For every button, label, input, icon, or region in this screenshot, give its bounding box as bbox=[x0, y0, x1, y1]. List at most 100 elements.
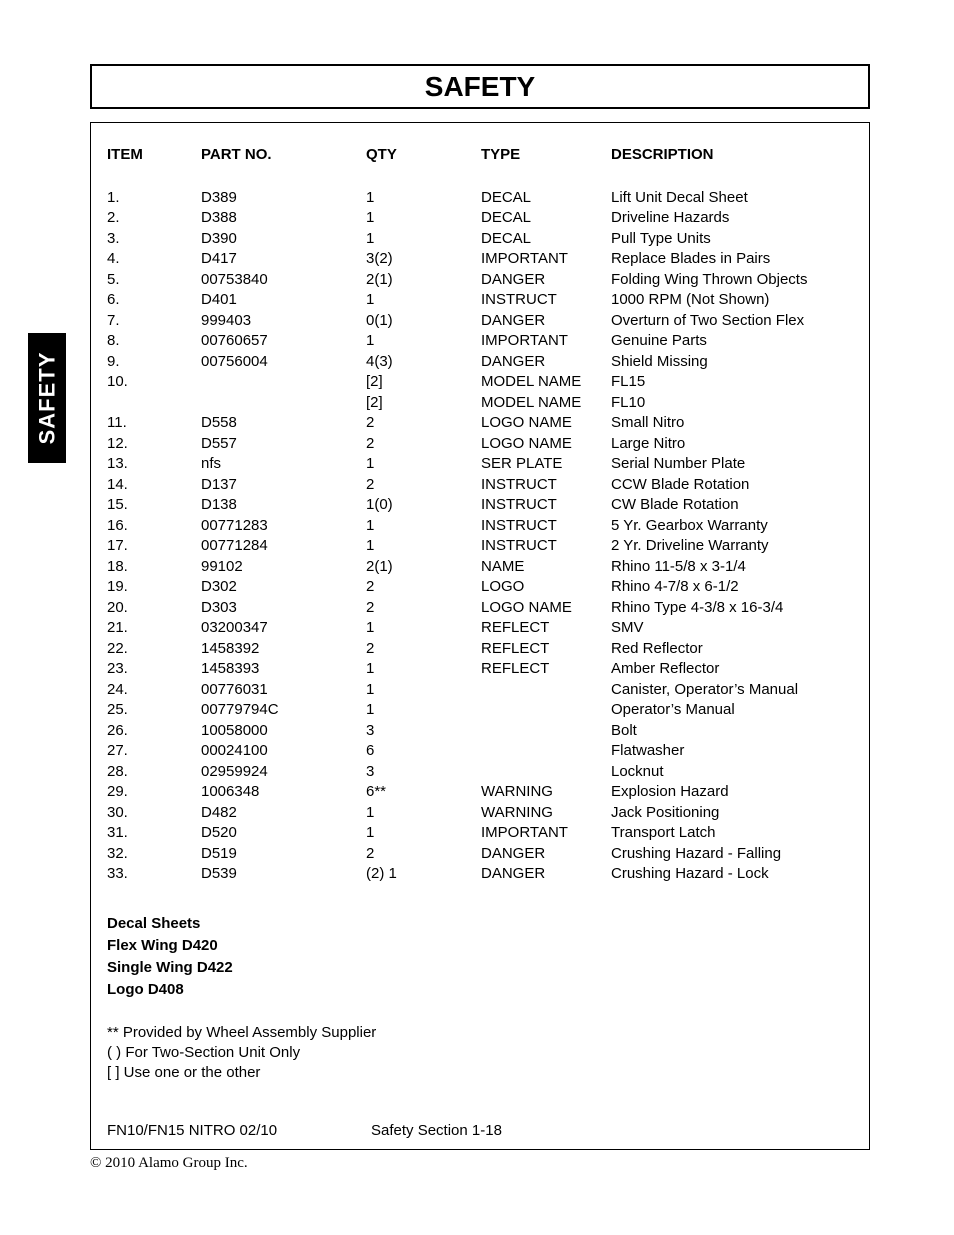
cell-part: D388 bbox=[201, 208, 366, 229]
cell-type: SER PLATE bbox=[481, 454, 611, 475]
cell-desc: Overturn of Two Section Flex bbox=[611, 311, 853, 332]
table-row: 27.000241006Flatwasher bbox=[107, 741, 853, 762]
cell-type: DANGER bbox=[481, 311, 611, 332]
cell-part: 00760657 bbox=[201, 331, 366, 352]
cell-qty: 6** bbox=[366, 782, 481, 803]
cell-desc: Amber Reflector bbox=[611, 659, 853, 680]
cell-qty: 1 bbox=[366, 331, 481, 352]
table-row: 21.032003471REFLECTSMV bbox=[107, 618, 853, 639]
cell-part: 00024100 bbox=[201, 741, 366, 762]
table-row: 18.991022(1)NAMERhino 11-5/8 x 3-1/4 bbox=[107, 557, 853, 578]
cell-part: 00771283 bbox=[201, 516, 366, 537]
cell-type: INSTRUCT bbox=[481, 475, 611, 496]
table-row: 4.D4173(2)IMPORTANTReplace Blades in Pai… bbox=[107, 249, 853, 270]
cell-desc: Pull Type Units bbox=[611, 229, 853, 250]
cell-item: 24. bbox=[107, 680, 201, 701]
notes-block: ** Provided by Wheel Assembly Supplier (… bbox=[107, 1023, 853, 1083]
cell-type: WARNING bbox=[481, 803, 611, 824]
cell-desc: Locknut bbox=[611, 762, 853, 783]
cell-qty: 1(0) bbox=[366, 495, 481, 516]
cell-type: REFLECT bbox=[481, 639, 611, 660]
table-row: 33.D539(2) 1DANGERCrushing Hazard - Lock bbox=[107, 864, 853, 885]
cell-type bbox=[481, 762, 611, 783]
cell-part: 999403 bbox=[201, 311, 366, 332]
table-row: 2.D3881DECALDriveline Hazards bbox=[107, 208, 853, 229]
cell-part: D558 bbox=[201, 413, 366, 434]
table-row: 22.14583922REFLECTRed Reflector bbox=[107, 639, 853, 660]
cell-type: WARNING bbox=[481, 782, 611, 803]
cell-item: 20. bbox=[107, 598, 201, 619]
cell-qty: 2 bbox=[366, 475, 481, 496]
cell-qty: 1 bbox=[366, 516, 481, 537]
cell-desc: Operator’s Manual bbox=[611, 700, 853, 721]
cell-type: INSTRUCT bbox=[481, 495, 611, 516]
table-row: 7.9994030(1)DANGEROverturn of Two Sectio… bbox=[107, 311, 853, 332]
cell-qty: 1 bbox=[366, 659, 481, 680]
table-row: 23.14583931REFLECTAmber Reflector bbox=[107, 659, 853, 680]
cell-item: 29. bbox=[107, 782, 201, 803]
cell-item: 2. bbox=[107, 208, 201, 229]
note-line: ( ) For Two-Section Unit Only bbox=[107, 1043, 853, 1063]
cell-part: D520 bbox=[201, 823, 366, 844]
cell-part: D401 bbox=[201, 290, 366, 311]
table-row: 20.D3032LOGO NAMERhino Type 4-3/8 x 16-3… bbox=[107, 598, 853, 619]
cell-type: LOGO NAME bbox=[481, 434, 611, 455]
cell-part: D389 bbox=[201, 188, 366, 209]
cell-part: D303 bbox=[201, 598, 366, 619]
cell-part: D138 bbox=[201, 495, 366, 516]
cell-item: 27. bbox=[107, 741, 201, 762]
cell-type: INSTRUCT bbox=[481, 290, 611, 311]
cell-item: 26. bbox=[107, 721, 201, 742]
cell-item: 9. bbox=[107, 352, 201, 373]
cell-part: 99102 bbox=[201, 557, 366, 578]
cell-part: D557 bbox=[201, 434, 366, 455]
cell-item: 14. bbox=[107, 475, 201, 496]
cell-part: 1006348 bbox=[201, 782, 366, 803]
cell-qty: 2(1) bbox=[366, 557, 481, 578]
cell-desc: Explosion Hazard bbox=[611, 782, 853, 803]
decal-line: Flex Wing D420 bbox=[107, 935, 853, 957]
cell-qty: 1 bbox=[366, 188, 481, 209]
table-row: 17.007712841INSTRUCT2 Yr. Driveline Warr… bbox=[107, 536, 853, 557]
table-header-row: ITEM PART NO. QTY TYPE DESCRIPTION bbox=[107, 145, 853, 166]
cell-item: 1. bbox=[107, 188, 201, 209]
cell-item: 32. bbox=[107, 844, 201, 865]
cell-item: 30. bbox=[107, 803, 201, 824]
cell-part bbox=[201, 393, 366, 414]
cell-item bbox=[107, 393, 201, 414]
cell-part: 1458393 bbox=[201, 659, 366, 680]
cell-qty: 1 bbox=[366, 454, 481, 475]
cell-qty: 2 bbox=[366, 413, 481, 434]
cell-qty: 2(1) bbox=[366, 270, 481, 291]
cell-desc: Rhino Type 4-3/8 x 16-3/4 bbox=[611, 598, 853, 619]
header-part: PART NO. bbox=[201, 145, 366, 166]
cell-type: DANGER bbox=[481, 270, 611, 291]
cell-type: REFLECT bbox=[481, 659, 611, 680]
table-row: 25.00779794C1Operator’s Manual bbox=[107, 700, 853, 721]
cell-type: MODEL NAME bbox=[481, 393, 611, 414]
cell-item: 28. bbox=[107, 762, 201, 783]
cell-type: NAME bbox=[481, 557, 611, 578]
cell-qty: 1 bbox=[366, 290, 481, 311]
footer-center: Safety Section 1-18 bbox=[367, 1122, 853, 1139]
table-row: 32.D5192DANGERCrushing Hazard - Falling bbox=[107, 844, 853, 865]
table-row: 29.10063486**WARNINGExplosion Hazard bbox=[107, 782, 853, 803]
table-row: 31.D5201IMPORTANTTransport Latch bbox=[107, 823, 853, 844]
cell-desc: Crushing Hazard - Lock bbox=[611, 864, 853, 885]
cell-qty: 1 bbox=[366, 536, 481, 557]
cell-part: D417 bbox=[201, 249, 366, 270]
cell-type: IMPORTANT bbox=[481, 249, 611, 270]
cell-type: DANGER bbox=[481, 864, 611, 885]
table-row: 8.007606571IMPORTANTGenuine Parts bbox=[107, 331, 853, 352]
table-row: 16.007712831INSTRUCT5 Yr. Gearbox Warran… bbox=[107, 516, 853, 537]
cell-item: 23. bbox=[107, 659, 201, 680]
decal-sheets-block: Decal Sheets Flex Wing D420 Single Wing … bbox=[107, 913, 853, 1001]
cell-qty: 2 bbox=[366, 844, 481, 865]
table-row: 10.[2]MODEL NAMEFL15 bbox=[107, 372, 853, 393]
cell-desc: FL15 bbox=[611, 372, 853, 393]
cell-qty: 3 bbox=[366, 721, 481, 742]
cell-desc: Red Reflector bbox=[611, 639, 853, 660]
table-row: [2]MODEL NAMEFL10 bbox=[107, 393, 853, 414]
header-item: ITEM bbox=[107, 145, 201, 166]
cell-desc: 2 Yr. Driveline Warranty bbox=[611, 536, 853, 557]
